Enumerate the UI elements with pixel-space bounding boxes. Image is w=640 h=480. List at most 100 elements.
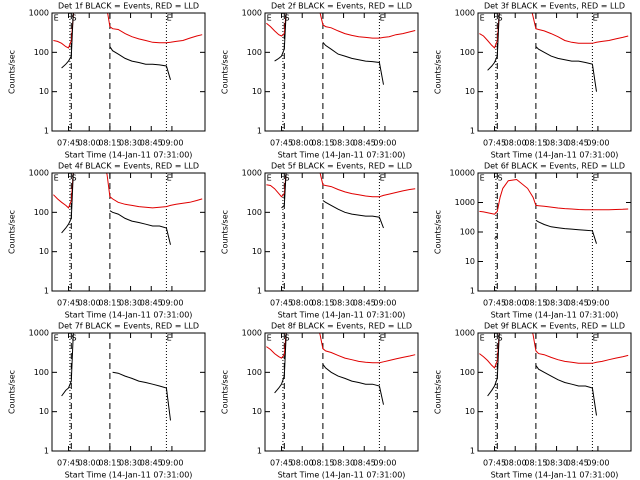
event-marker: E	[267, 174, 272, 183]
x-axis-label: Start Time (14-Jan-11 07:31:00)	[65, 151, 193, 160]
chart-title: Det 8f BLACK = Events, RED = LLD	[271, 322, 412, 331]
x-tick-label: 08:00	[78, 139, 101, 148]
y-tick-label: 1000	[29, 9, 49, 18]
plot-frame	[264, 12, 419, 132]
series-line	[479, 333, 629, 369]
series-line	[479, 13, 629, 49]
series-line	[266, 173, 416, 198]
y-tick-label: 100	[34, 368, 49, 377]
x-tick-label: 08:15	[524, 459, 547, 468]
panel: Det 8f BLACK = Events, RED = LLD Start Ti…	[221, 322, 419, 480]
plot-frame	[51, 332, 206, 452]
event-marker: E	[267, 334, 272, 343]
x-axis-label: Start Time (14-Jan-11 07:31:00)	[491, 151, 619, 160]
x-axis-label: Start Time (14-Jan-11 07:31:00)	[278, 471, 406, 480]
y-tick-label: 1	[44, 447, 49, 456]
y-tick-label: 10	[252, 87, 262, 96]
y-tick-label: 100	[460, 368, 475, 377]
x-tick-label: 08:45	[566, 139, 589, 148]
chart-title: Det 2f BLACK = Events, RED = LLD	[271, 2, 412, 11]
x-tick-label: 08:30	[545, 459, 568, 468]
x-tick-label: 08:45	[566, 299, 589, 308]
x-tick-label: 09:00	[373, 459, 396, 468]
x-tick-label: 08:00	[504, 299, 527, 308]
series-line	[274, 13, 384, 85]
event-marker: S	[498, 14, 503, 23]
y-tick-label: 1000	[242, 169, 262, 178]
event-marker: E	[593, 14, 598, 23]
panel: Det 9f BLACK = Events, RED = LLD Start Ti…	[434, 322, 632, 480]
series-line	[61, 13, 171, 80]
event-marker: S	[72, 14, 77, 23]
plot-area	[479, 333, 629, 451]
x-tick-label: 09:00	[586, 459, 609, 468]
event-marker: E	[167, 174, 172, 183]
y-tick-label: 10	[252, 247, 262, 256]
y-axis-label: Counts/sec	[434, 370, 443, 414]
event-marker: S	[72, 174, 77, 183]
chart-title: Det 1f BLACK = Events, RED = LLD	[58, 2, 199, 11]
x-tick-label: 08:15	[311, 139, 334, 148]
y-axis-label: Counts/sec	[221, 370, 230, 414]
x-tick-label: 09:00	[160, 299, 183, 308]
x-tick-label: 08:30	[119, 139, 142, 148]
y-axis-label: Counts/sec	[434, 50, 443, 94]
x-tick-label: 08:45	[353, 299, 376, 308]
series-line	[274, 333, 384, 405]
event-marker: E	[380, 14, 385, 23]
chart-title: Det 9f BLACK = Events, RED = LLD	[484, 322, 625, 331]
panel: Det 3f BLACK = Events, RED = LLD Start Ti…	[434, 2, 632, 160]
y-tick-label: 1	[44, 127, 49, 136]
y-axis-label: Counts/sec	[434, 210, 443, 254]
y-tick-label: 10	[465, 407, 475, 416]
x-tick-label: 09:00	[373, 139, 396, 148]
y-tick-label: 1	[257, 447, 262, 456]
x-tick-label: 08:45	[140, 139, 163, 148]
y-tick-label: 1000	[29, 329, 49, 338]
x-tick-label: 08:45	[140, 459, 163, 468]
x-tick-label: 07:45	[483, 459, 506, 468]
y-axis-label: Counts/sec	[221, 50, 230, 94]
plot-frame	[51, 172, 206, 292]
series-line	[487, 13, 597, 92]
plot-area	[266, 173, 416, 291]
x-tick-label: 08:15	[524, 299, 547, 308]
y-tick-label: 1	[257, 127, 262, 136]
plot-area	[61, 333, 171, 451]
y-tick-label: 1000	[455, 329, 475, 338]
x-tick-label: 08:45	[353, 459, 376, 468]
plot-frame	[477, 332, 632, 452]
chart-title: Det 3f BLACK = Events, RED = LLD	[484, 2, 625, 11]
y-tick-label: 100	[247, 368, 262, 377]
event-marker: S	[498, 174, 503, 183]
y-tick-label: 100	[460, 48, 475, 57]
event-marker: S	[285, 14, 290, 23]
x-axis-label: Start Time (14-Jan-11 07:31:00)	[491, 471, 619, 480]
y-tick-label: 1	[257, 287, 262, 296]
x-tick-label: 09:00	[160, 459, 183, 468]
y-axis-label: Counts/sec	[8, 210, 17, 254]
panel: Det 4f BLACK = Events, RED = LLD Start Ti…	[8, 162, 206, 320]
x-tick-label: 08:30	[332, 299, 355, 308]
x-tick-label: 08:30	[332, 139, 355, 148]
x-tick-label: 08:00	[504, 139, 527, 148]
x-tick-label: 07:45	[483, 139, 506, 148]
y-tick-label: 100	[34, 208, 49, 217]
event-marker: S	[285, 174, 290, 183]
y-tick-label: 10	[252, 407, 262, 416]
y-tick-label: 100	[460, 228, 475, 237]
series-line	[479, 178, 629, 215]
y-tick-label: 1	[470, 447, 475, 456]
y-tick-label: 1000	[29, 169, 49, 178]
x-tick-label: 08:30	[119, 459, 142, 468]
x-axis-label: Start Time (14-Jan-11 07:31:00)	[278, 151, 406, 160]
event-marker: S	[285, 334, 290, 343]
event-marker: E	[380, 174, 385, 183]
event-marker: E	[54, 14, 59, 23]
x-tick-label: 07:45	[57, 139, 80, 148]
x-tick-label: 07:45	[57, 299, 80, 308]
x-tick-label: 08:15	[98, 139, 121, 148]
x-tick-label: 08:00	[78, 459, 101, 468]
y-tick-label: 10	[39, 407, 49, 416]
x-tick-label: 09:00	[586, 139, 609, 148]
